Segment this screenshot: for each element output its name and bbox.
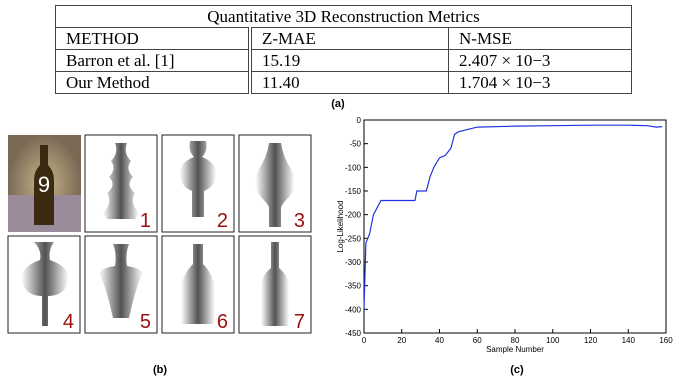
tile-label: 3 xyxy=(294,210,305,232)
caption: (b) xyxy=(153,364,167,376)
shape xyxy=(179,141,217,217)
x-axis-label: Sample Number xyxy=(486,345,544,354)
y-tick-label: -50 xyxy=(349,140,361,149)
tile: 6 xyxy=(161,235,235,334)
tile: 7 xyxy=(238,235,312,334)
tile-label: 5 xyxy=(140,311,151,333)
shape xyxy=(261,242,289,326)
x-tick-label: 100 xyxy=(546,336,560,345)
tile: 5 xyxy=(84,235,158,334)
tile-label: 1 xyxy=(140,210,151,232)
x-tick-label: 0 xyxy=(362,336,367,345)
metrics-table: Quantitative 3D Reconstruction Metrics M… xyxy=(55,5,632,94)
tile: 2 xyxy=(161,134,235,233)
shape xyxy=(255,143,295,227)
cell: Barron et al. [1] xyxy=(55,49,252,72)
x-tick-label: 160 xyxy=(659,336,673,345)
tile: 4 xyxy=(7,235,81,334)
y-tick-label: -450 xyxy=(345,329,362,338)
y-tick-label: -250 xyxy=(345,234,362,243)
caption: (a) xyxy=(331,98,345,110)
shape xyxy=(181,244,215,324)
x-tick-label: 120 xyxy=(584,336,598,345)
x-tick-label: 40 xyxy=(435,336,444,345)
x-tick-label: 140 xyxy=(622,336,636,345)
y-tick-label: -350 xyxy=(345,282,362,291)
caption: (c) xyxy=(510,364,524,376)
y-tick-label: -200 xyxy=(345,211,362,220)
photo: 9 xyxy=(8,135,81,232)
y-tick-label: -400 xyxy=(345,305,362,314)
photo-text: 9 xyxy=(38,172,50,197)
cell: 1.704 × 10−3 xyxy=(448,71,632,94)
tile-label: 4 xyxy=(63,311,74,333)
tile: 3 xyxy=(238,134,312,233)
tile-label: 2 xyxy=(217,210,228,232)
x-tick-label: 20 xyxy=(397,336,406,345)
cell: Our Method xyxy=(55,71,252,94)
y-tick-label: -150 xyxy=(345,187,362,196)
plot-frame xyxy=(363,119,667,334)
x-tick-label: 80 xyxy=(511,336,520,345)
shape xyxy=(99,244,143,318)
y-tick-label: -300 xyxy=(345,258,362,267)
tile-label: 6 xyxy=(217,311,228,333)
y-axis-label: Log-Likelihood xyxy=(336,200,345,252)
shape xyxy=(103,143,139,219)
shape xyxy=(21,242,69,326)
tile: 1 xyxy=(84,134,158,233)
tile-label: 7 xyxy=(294,311,305,333)
data-line xyxy=(363,124,663,310)
y-tick-label: 0 xyxy=(357,116,362,125)
x-tick-label: 60 xyxy=(473,336,482,345)
y-tick-label: -100 xyxy=(345,163,362,172)
